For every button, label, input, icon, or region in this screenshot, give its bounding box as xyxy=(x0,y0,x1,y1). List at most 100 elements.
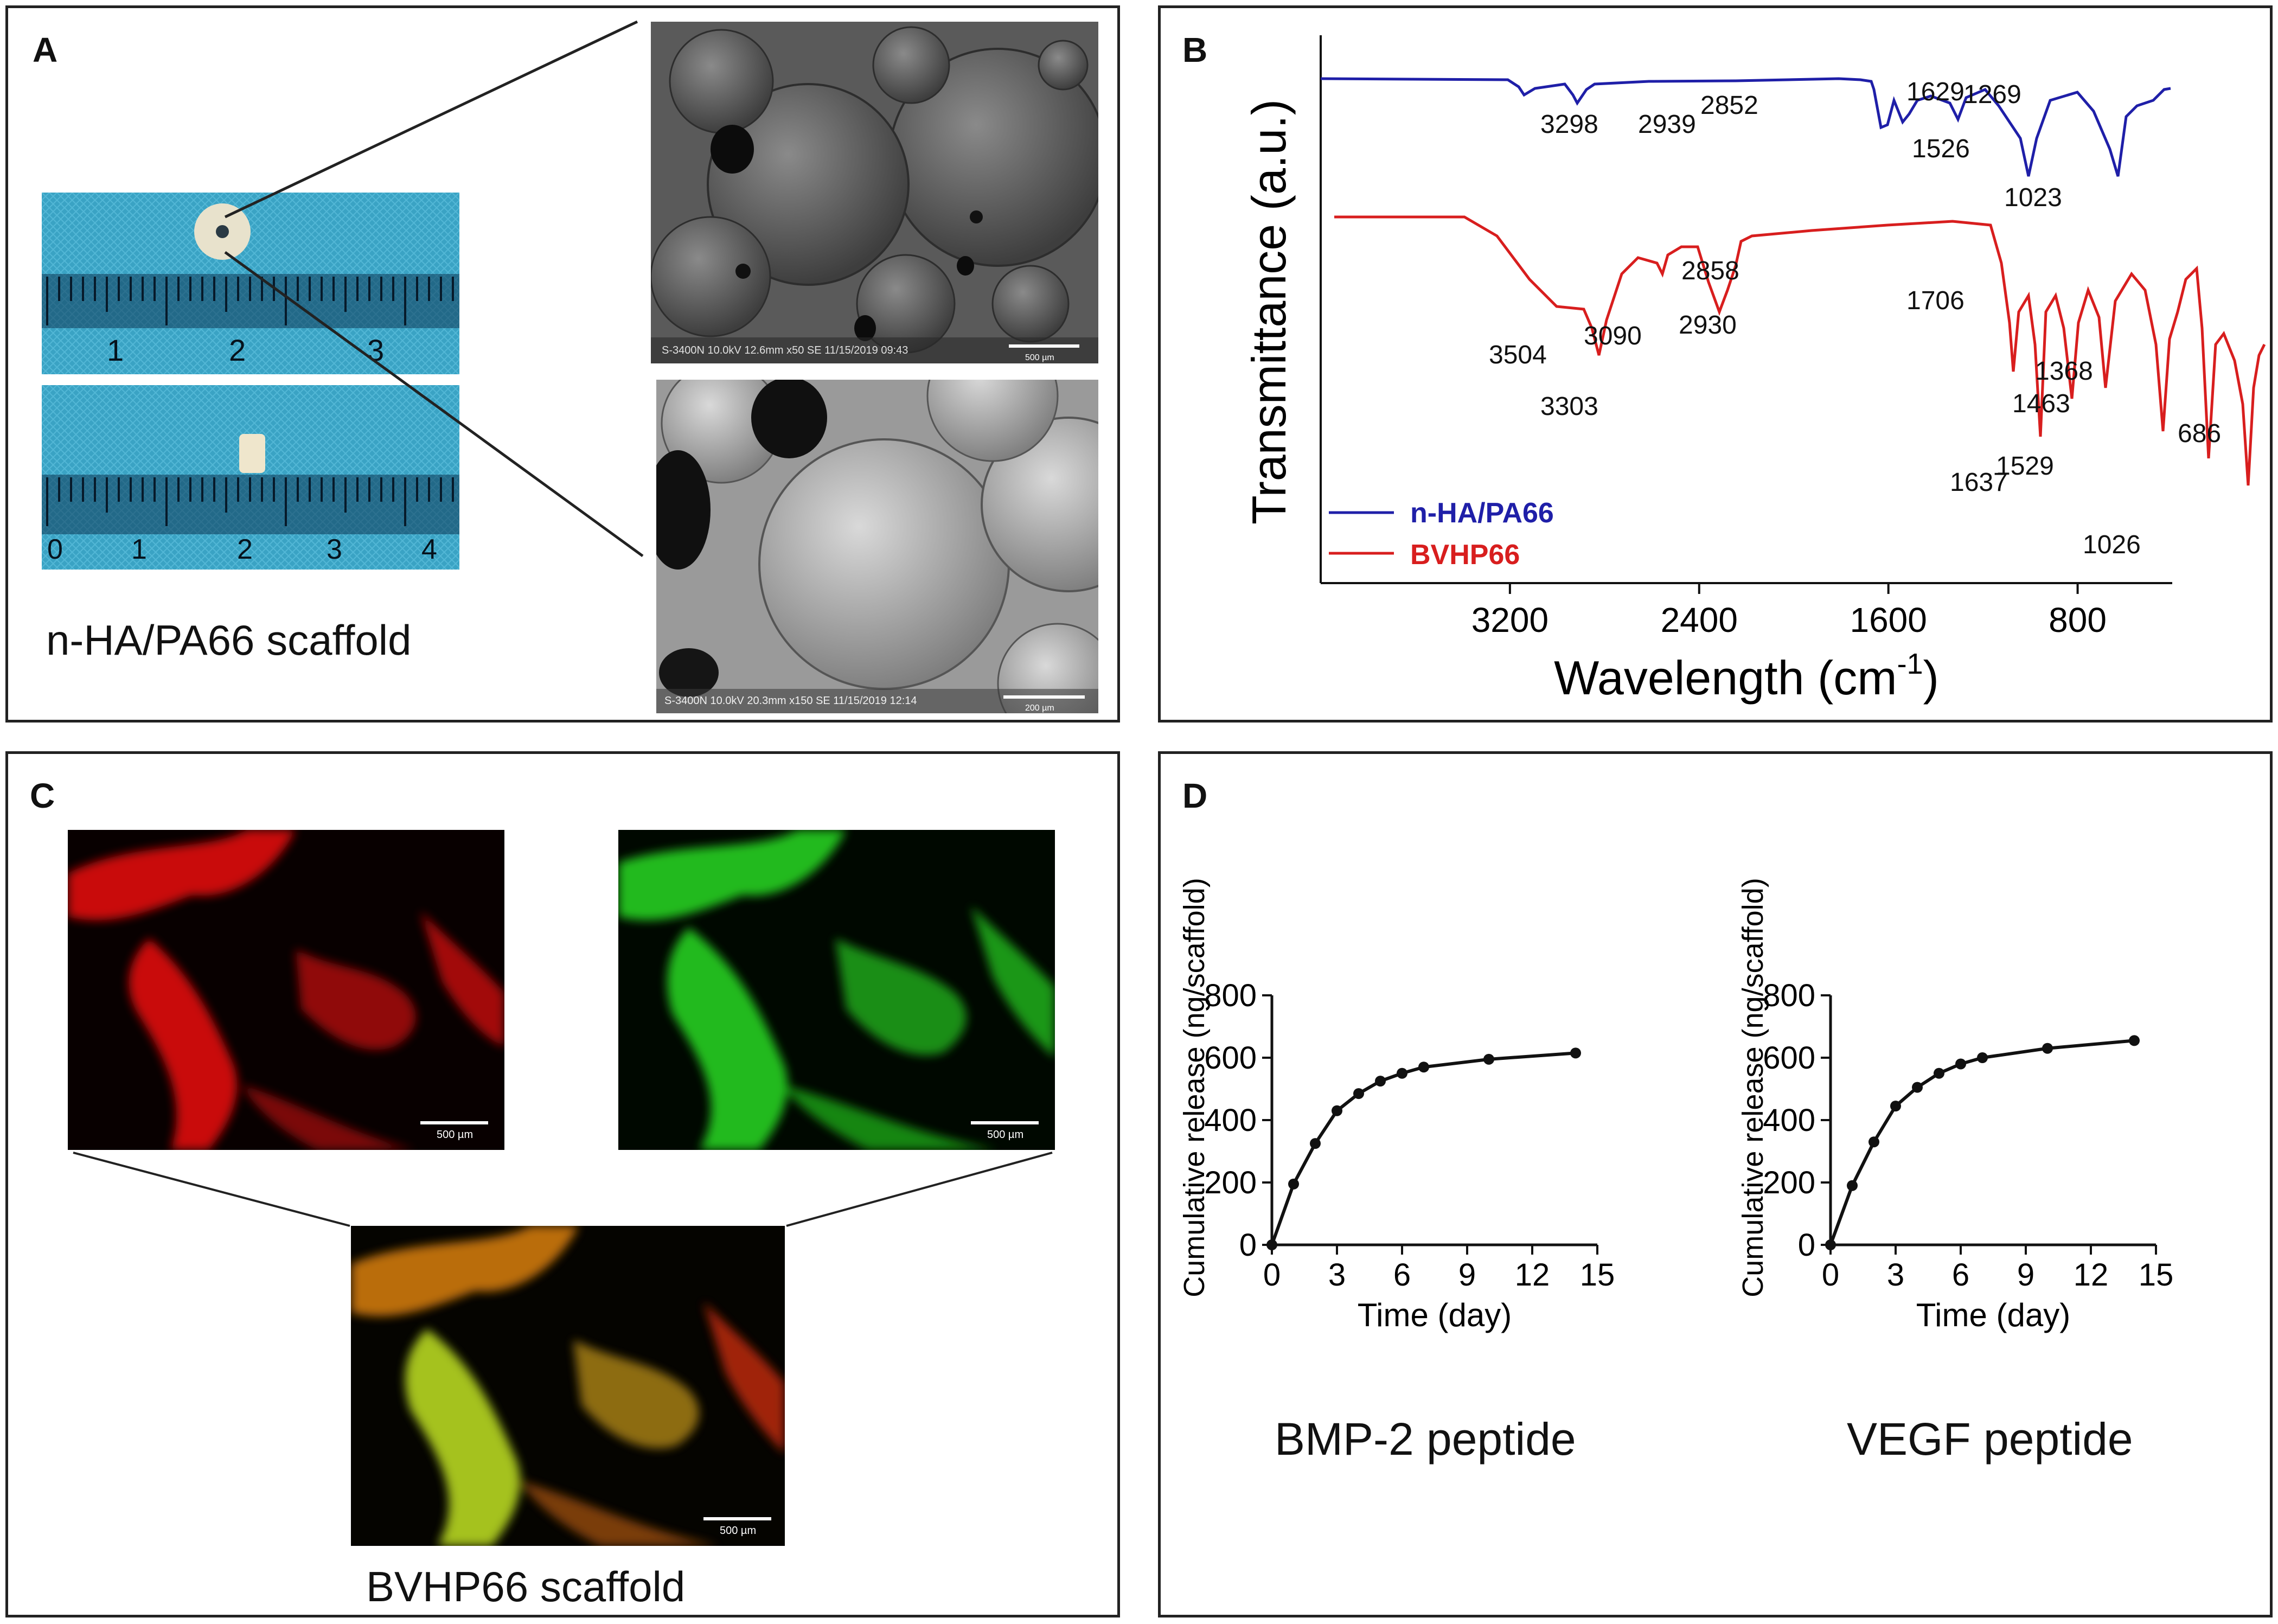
peak-label: 1529 xyxy=(1996,452,2054,481)
y-axis-label: Transmittance (a.u.) xyxy=(1242,99,1296,525)
y-tick-label: 200 xyxy=(1204,1165,1257,1200)
sem-scale-label: 200 µm xyxy=(1025,704,1054,713)
release-chart-vegf: 0 200 400 600 800 0 3 6 9 12 15 Time (day) Cumulativ… xyxy=(1737,878,2174,1333)
panel-d-caption-right: VEGF peptide xyxy=(1847,1414,2133,1465)
x-tick-label: 3200 xyxy=(1471,600,1548,640)
y-tick-label: 0 xyxy=(1239,1227,1257,1263)
peak-label: 3504 xyxy=(1489,341,1547,369)
peak-label: 1368 xyxy=(2035,357,2093,386)
panel-c-caption: BVHP66 scaffold xyxy=(366,1563,686,1610)
x-tick-label: 3 xyxy=(1887,1257,1904,1293)
x-tick-label: 15 xyxy=(2139,1257,2174,1293)
release-curve xyxy=(1270,1051,1576,1246)
peak-label: 1637 xyxy=(1950,468,2008,497)
peak-label: 2930 xyxy=(1679,311,1737,340)
data-point xyxy=(1847,1180,1858,1191)
panel-label-c: C xyxy=(30,776,55,815)
sem-info-text: S-3400N 10.0kV 20.3mm x150 SE 11/15/2019… xyxy=(664,695,917,707)
y-tick-label: 800 xyxy=(1763,978,1815,1013)
data-point xyxy=(1977,1052,1988,1063)
sem-image-top: S-3400N 10.0kV 12.6mm x50 SE 11/15/2019 … xyxy=(651,22,1098,363)
series-line-n-ha-pa66 xyxy=(1320,77,2171,177)
data-point xyxy=(1266,1239,1277,1250)
y-axis-label: Cumulative release (ng/scaffold) xyxy=(1178,878,1211,1297)
panel-b: B 3200 2400 1600 800 3298 2939 2852 1629 1526 12… xyxy=(1158,5,2273,723)
x-tick-label: 6 xyxy=(1393,1257,1411,1293)
data-point xyxy=(1955,1058,1966,1070)
data-point xyxy=(1375,1076,1386,1087)
sem-scale-label: 500 µm xyxy=(1025,353,1054,362)
panel-label-d: D xyxy=(1182,776,1208,815)
panel-a: A 1 2 3 0 1 2 xyxy=(5,5,1120,723)
x-tick-label: 6 xyxy=(1952,1257,1969,1293)
data-point xyxy=(1418,1062,1429,1073)
data-point xyxy=(1934,1067,1944,1079)
release-curve xyxy=(1829,1039,2135,1246)
peak-label: 2939 xyxy=(1638,110,1696,139)
scaffold-top-photo: 1 2 3 xyxy=(42,193,459,374)
data-point xyxy=(1332,1105,1342,1116)
legend-entry-bvhp66: BVHP66 xyxy=(1410,539,1520,571)
sem-image-bottom: S-3400N 10.0kV 20.3mm x150 SE 11/15/2019… xyxy=(656,380,1098,713)
peak-label: 1269 xyxy=(1963,80,2021,109)
x-tick-label: 12 xyxy=(2074,1257,2109,1293)
data-point xyxy=(1912,1082,1923,1093)
data-point xyxy=(1890,1101,1901,1112)
panel-a-caption: n-HA/PA66 scaffold xyxy=(46,616,412,664)
x-tick-label: 3 xyxy=(1328,1257,1346,1293)
scaffold-side-photo: 0 1 2 3 4 xyxy=(42,385,459,570)
ruler-label: 1 xyxy=(131,534,147,565)
peak-label: 3090 xyxy=(1584,322,1642,350)
peak-label: 2858 xyxy=(1681,257,1739,285)
x-tick-label: 9 xyxy=(2017,1257,2034,1293)
zoom-connector-lines xyxy=(224,20,644,558)
x-tick-label: 800 xyxy=(2049,600,2107,640)
x-tick-label: 0 xyxy=(1822,1257,1839,1293)
release-chart-bmp2: 0 200 400 600 800 0 3 6 9 12 15 Time (day) Cumulativ… xyxy=(1178,878,1615,1333)
panel-label-a: A xyxy=(33,30,58,69)
data-point xyxy=(1288,1178,1299,1190)
x-axis-label: Time (day) xyxy=(1358,1297,1512,1333)
ruler-label: 2 xyxy=(237,534,253,565)
peak-label: 3298 xyxy=(1540,110,1598,139)
y-tick-label: 200 xyxy=(1763,1165,1815,1200)
peak-label: 1629 xyxy=(1906,78,1965,106)
series-line-bvhp66 xyxy=(1334,215,2266,486)
y-tick-label: 400 xyxy=(1204,1103,1257,1138)
ruler-label: 0 xyxy=(47,534,63,565)
peak-label: 3303 xyxy=(1540,392,1598,421)
scale-bar-label: 500 µm xyxy=(437,1129,473,1141)
ruler-label: 3 xyxy=(327,534,342,565)
peak-label: 686 xyxy=(2178,419,2221,448)
x-tick-label: 15 xyxy=(1580,1257,1615,1293)
data-point xyxy=(2129,1035,2140,1046)
peak-label: 1023 xyxy=(2004,183,2062,212)
x-tick-label: 2400 xyxy=(1661,600,1738,640)
fluorescence-merged-image: 500 µm xyxy=(351,1226,785,1546)
sem-info-text: S-3400N 10.0kV 12.6mm x50 SE 11/15/2019 … xyxy=(662,344,908,356)
y-tick-label: 0 xyxy=(1798,1227,1815,1263)
ruler-label: 2 xyxy=(229,333,246,367)
data-point xyxy=(1483,1053,1494,1065)
x-tick-label: 12 xyxy=(1515,1257,1550,1293)
panel-d: D 0 200 400 600 800 0 3 6 9 12 15 Time (day) Cumulat… xyxy=(1158,751,2273,1617)
panel-label-b: B xyxy=(1182,30,1208,69)
legend-entry-n-ha-pa66: n-HA/PA66 xyxy=(1410,497,1554,529)
merge-connector-lines xyxy=(73,1152,1053,1227)
ruler-label: 4 xyxy=(421,534,437,565)
ruler-label: 1 xyxy=(107,333,124,367)
peak-label: 2852 xyxy=(1700,91,1758,120)
fluorescence-red-image: 500 µm xyxy=(68,830,504,1150)
panel-c: C 500 µm xyxy=(5,751,1120,1617)
y-axis-label: Cumulative release (ng/scaffold) xyxy=(1737,878,1769,1297)
x-axis-label: Wavelength (cm-1) xyxy=(1554,648,1939,705)
data-point xyxy=(1353,1088,1364,1099)
peak-label: 1026 xyxy=(2083,530,2141,559)
peak-label: 1706 xyxy=(1906,286,1965,315)
y-tick-label: 400 xyxy=(1763,1103,1815,1138)
x-axis-label: Time (day) xyxy=(1916,1297,2070,1333)
data-point xyxy=(1397,1067,1407,1079)
panel-d-caption-left: BMP-2 peptide xyxy=(1275,1414,1576,1465)
data-point xyxy=(1825,1239,1836,1250)
